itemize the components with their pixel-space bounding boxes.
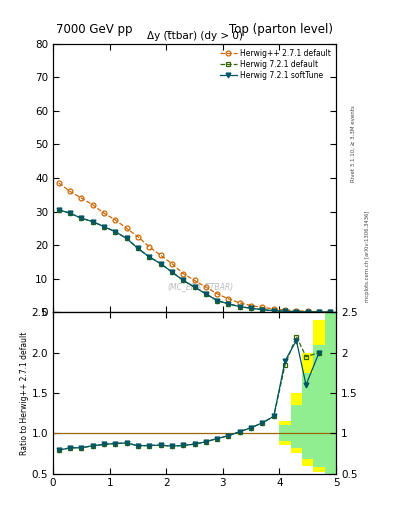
Bar [313,321,325,472]
Herwig 7.2.1 default [237,304,242,310]
Herwig 7.2.1 softTune [305,309,310,315]
Herwig++ 2.7.1 default [249,303,253,309]
Herwig 7.2.1 default [328,309,333,315]
Bar [279,421,291,445]
Herwig 7.2.1 default [305,309,310,315]
Herwig 7.2.1 default [272,308,276,314]
Herwig++ 2.7.1 default [102,210,107,216]
Line: Herwig++ 2.7.1 default: Herwig++ 2.7.1 default [56,181,333,314]
Herwig++ 2.7.1 default [169,261,174,267]
Herwig++ 2.7.1 default [305,308,310,314]
Herwig 7.2.1 softTune [260,307,265,313]
Herwig++ 2.7.1 default [272,306,276,312]
Herwig 7.2.1 default [169,269,174,275]
Herwig 7.2.1 default [215,297,220,304]
Herwig 7.2.1 softTune [204,291,208,297]
Herwig++ 2.7.1 default [90,202,95,208]
Herwig++ 2.7.1 default [294,308,299,314]
Text: mcplots.cern.ch [arXiv:1306.3436]: mcplots.cern.ch [arXiv:1306.3436] [365,210,371,302]
Herwig 7.2.1 softTune [226,301,231,307]
Legend: Herwig++ 2.7.1 default, Herwig 7.2.1 default, Herwig 7.2.1 softTune: Herwig++ 2.7.1 default, Herwig 7.2.1 def… [219,47,332,81]
Herwig++ 2.7.1 default [192,278,197,284]
Herwig 7.2.1 default [158,261,163,267]
Herwig 7.2.1 default [226,301,231,307]
Herwig 7.2.1 softTune [249,305,253,311]
Herwig 7.2.1 default [79,215,84,221]
Bar [302,373,313,459]
Herwig++ 2.7.1 default [181,271,185,277]
Herwig 7.2.1 softTune [317,309,321,315]
Herwig 7.2.1 softTune [79,215,84,221]
Herwig 7.2.1 softTune [136,245,140,251]
Herwig++ 2.7.1 default [204,284,208,290]
Bar [302,353,313,465]
Bar [291,405,302,448]
Herwig 7.2.1 softTune [181,278,185,284]
Herwig 7.2.1 softTune [237,304,242,310]
Herwig++ 2.7.1 default [68,188,72,195]
Text: Top (parton level): Top (parton level) [229,24,333,36]
Herwig 7.2.1 softTune [169,269,174,275]
Herwig 7.2.1 default [260,307,265,313]
Herwig 7.2.1 default [136,245,140,251]
Bar [279,425,291,441]
Herwig 7.2.1 default [283,308,287,314]
Herwig 7.2.1 default [124,236,129,242]
Herwig 7.2.1 default [102,224,107,230]
Herwig++ 2.7.1 default [226,296,231,302]
Bar [325,312,336,474]
Title: Δy (t̅tbar) (dy > 0): Δy (t̅tbar) (dy > 0) [147,31,242,41]
Herwig 7.2.1 softTune [328,309,333,315]
Herwig 7.2.1 default [68,210,72,216]
Herwig 7.2.1 softTune [90,219,95,225]
Herwig 7.2.1 softTune [192,284,197,290]
Herwig 7.2.1 default [113,228,118,234]
Herwig++ 2.7.1 default [56,180,61,186]
Herwig++ 2.7.1 default [136,233,140,240]
Herwig 7.2.1 softTune [68,210,72,216]
Herwig 7.2.1 softTune [124,236,129,242]
Herwig++ 2.7.1 default [215,291,220,297]
Y-axis label: Ratio to Herwig++ 2.7.1 default: Ratio to Herwig++ 2.7.1 default [20,331,29,455]
Herwig 7.2.1 default [204,291,208,297]
Herwig++ 2.7.1 default [79,195,84,201]
Herwig 7.2.1 default [192,284,197,290]
Herwig 7.2.1 default [181,278,185,284]
Line: Herwig 7.2.1 softTune: Herwig 7.2.1 softTune [56,207,333,314]
Herwig 7.2.1 default [249,305,253,311]
Herwig 7.2.1 softTune [113,228,118,234]
Herwig 7.2.1 default [90,219,95,225]
Herwig 7.2.1 default [147,254,152,260]
Text: Rivet 3.1.10, ≥ 3.3M events: Rivet 3.1.10, ≥ 3.3M events [351,105,356,182]
Herwig 7.2.1 default [317,309,321,315]
Herwig 7.2.1 softTune [215,297,220,304]
Herwig++ 2.7.1 default [317,309,321,315]
Herwig 7.2.1 softTune [158,261,163,267]
Text: (MC_ERA_TTBAR): (MC_ERA_TTBAR) [167,282,233,291]
Herwig 7.2.1 softTune [272,308,276,314]
Herwig++ 2.7.1 default [147,244,152,250]
Herwig 7.2.1 softTune [294,309,299,315]
Herwig++ 2.7.1 default [237,300,242,306]
Bar [313,345,325,467]
Herwig++ 2.7.1 default [158,252,163,258]
Herwig++ 2.7.1 default [113,217,118,223]
Herwig++ 2.7.1 default [283,307,287,313]
Herwig 7.2.1 softTune [147,254,152,260]
Herwig 7.2.1 softTune [56,207,61,213]
Line: Herwig 7.2.1 default: Herwig 7.2.1 default [56,207,333,314]
Herwig++ 2.7.1 default [124,225,129,231]
Herwig 7.2.1 default [294,309,299,315]
Herwig++ 2.7.1 default [328,309,333,315]
Text: 7000 GeV pp: 7000 GeV pp [56,24,132,36]
Bar [291,393,302,454]
Herwig 7.2.1 default [56,207,61,213]
Bar [325,312,336,474]
Herwig 7.2.1 softTune [102,224,107,230]
Herwig 7.2.1 softTune [283,308,287,314]
Herwig++ 2.7.1 default [260,304,265,310]
